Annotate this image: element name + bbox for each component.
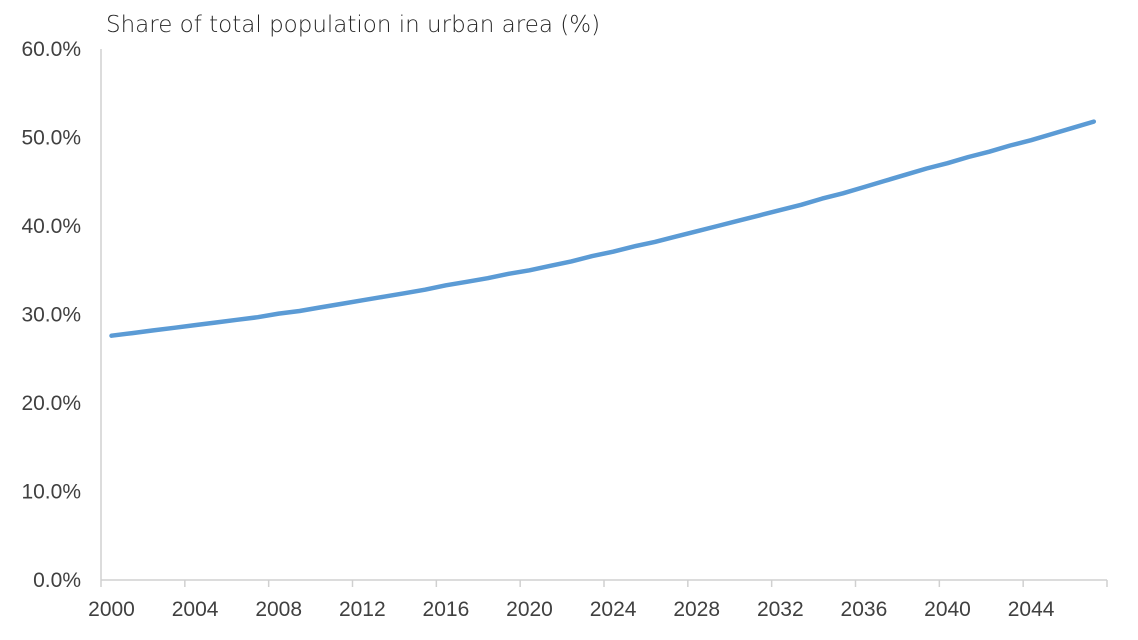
y-tick-label: 10.0%	[21, 481, 81, 504]
x-tick-label: 2032	[757, 598, 804, 621]
x-tick-label: 2012	[339, 598, 386, 621]
y-tick-label: 30.0%	[21, 304, 81, 327]
y-tick-label: 60.0%	[21, 38, 81, 61]
x-tick-label: 2044	[1008, 598, 1055, 621]
y-tick-label: 20.0%	[21, 392, 81, 415]
x-tick-label: 2036	[841, 598, 888, 621]
y-axis: 0.0% 10.0% 20.0% 30.0% 40.0% 50.0% 60.0%	[21, 38, 102, 592]
y-tick-label: 50.0%	[21, 127, 81, 150]
x-axis: 2000 2004 2008 2012 2016 2020 2024 2028 2032 2036…	[88, 579, 1108, 621]
x-tick-label: 2024	[590, 598, 637, 621]
x-tick-label: 2000	[88, 598, 135, 621]
x-tick-label: 2028	[673, 598, 720, 621]
x-tick-label: 2016	[423, 598, 470, 621]
x-tick-label: 2040	[924, 598, 971, 621]
x-tick-label: 2020	[506, 598, 553, 621]
chart-title: Share of total population in urban area …	[106, 12, 600, 38]
series-group	[109, 119, 1097, 338]
y-tick-label: 0.0%	[33, 569, 81, 592]
y-tick-label: 40.0%	[21, 215, 81, 238]
x-tick-label: 2008	[255, 598, 302, 621]
series-line	[109, 119, 1097, 338]
x-tick-label: 2004	[172, 598, 219, 621]
